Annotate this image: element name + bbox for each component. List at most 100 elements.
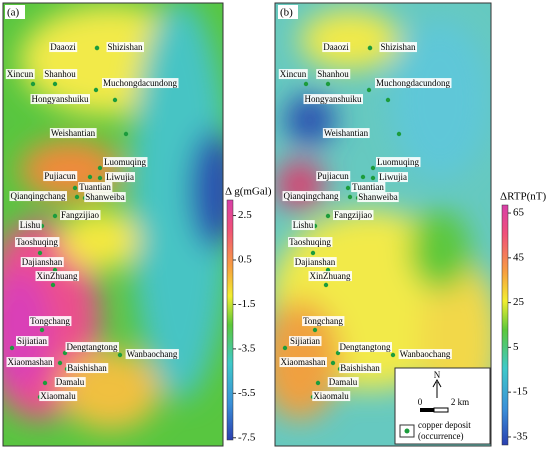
deposit-dot	[366, 87, 372, 93]
deposit-dot	[117, 352, 123, 358]
deposit-dot	[345, 185, 351, 191]
label-bg	[289, 336, 322, 347]
label-bg	[303, 94, 363, 105]
deposit-dot	[360, 174, 366, 180]
place-label: Hongyanshuiku	[32, 94, 89, 104]
deposit-dot	[323, 282, 329, 288]
label-bg	[39, 391, 78, 402]
deposit-dot	[390, 352, 396, 358]
deposit-dot	[370, 175, 376, 181]
label-bg	[20, 257, 64, 268]
place-label: Daaozi	[323, 42, 349, 52]
place-label: Shanweiba	[358, 192, 398, 202]
place-label: Hongyanshuiku	[305, 94, 362, 104]
place-label: Sijiatian	[290, 336, 320, 346]
place-label: Wanbaochang	[400, 349, 451, 359]
legend-box: N 0 2 km copper deposit (occurrence)	[394, 367, 491, 445]
colorbar-title: Δ g(mGal)	[225, 186, 272, 198]
label-bg	[378, 172, 408, 183]
colorbar-tick-label: 45	[513, 251, 525, 263]
colorbar-tick-label: -3.5	[238, 342, 256, 354]
deposit-dot	[37, 250, 43, 256]
deposit-dot	[74, 194, 80, 200]
label-bg	[333, 210, 374, 221]
place-label: Pujiacun	[317, 171, 349, 181]
place-label: Weishantian	[51, 128, 96, 138]
place-label: Fangzijiao	[334, 210, 372, 220]
label-bg	[278, 69, 308, 80]
place-label: Xiaomalu	[313, 391, 349, 401]
label-bg	[49, 128, 97, 139]
label-bg	[376, 157, 421, 168]
place-label: Baishishan	[340, 363, 380, 373]
label-bg	[18, 220, 42, 231]
deposit-dot	[385, 97, 391, 103]
place-label: XinZhuang	[37, 271, 78, 281]
label-bg	[302, 316, 345, 327]
place-label: Shanweiba	[85, 192, 125, 202]
label-bg	[308, 271, 352, 282]
place-label: Liwujia	[106, 172, 134, 182]
place-label: Xiaomalu	[40, 391, 76, 401]
deposit-dot	[97, 175, 103, 181]
deposit-dot	[52, 213, 58, 219]
label-bg	[49, 42, 78, 53]
deposit-dot	[72, 185, 78, 191]
deposit-dot	[9, 345, 15, 351]
place-label: XinZhuang	[310, 271, 351, 281]
map-frame	[2, 2, 224, 447]
place-label: Luomuqing	[104, 157, 146, 167]
label-bg	[293, 257, 337, 268]
colorbar-tick-label: -5.5	[238, 387, 256, 399]
place-label: Baishishan	[67, 363, 107, 373]
label-bg	[322, 128, 370, 139]
deposit-dot	[396, 131, 402, 137]
place-label: Lishu	[20, 220, 41, 230]
colorbar	[501, 204, 509, 446]
legend-label: copper deposit	[418, 420, 471, 430]
place-label: Liwujia	[379, 172, 407, 182]
panel-label-bg	[5, 5, 25, 19]
colorbar	[226, 199, 234, 441]
place-label: Qianqingchang	[11, 191, 66, 201]
deposit-dot	[303, 81, 309, 87]
label-bg	[103, 157, 148, 168]
deposit-dot	[347, 194, 353, 200]
deposit-dot	[312, 327, 318, 333]
colorbar-tick-label: -15	[513, 386, 528, 398]
deposit-dot	[310, 250, 316, 256]
label-bg	[60, 210, 101, 221]
place-label: Qianqingchang	[284, 191, 339, 201]
place-label: Taoshuqing	[289, 237, 331, 247]
label-bg	[78, 182, 113, 193]
label-bg	[54, 377, 86, 388]
place-label: Xincun	[7, 69, 34, 79]
legend-label: (occurrence)	[418, 431, 463, 441]
place-label: Dajianshan	[22, 257, 63, 267]
place-label: Damalu	[329, 377, 358, 387]
place-label: Fangzijiao	[61, 210, 99, 220]
place-label: Dengtangtong	[340, 342, 391, 352]
label-bg	[16, 336, 49, 347]
deposit-dot	[42, 380, 48, 386]
place-label: Pujiacun	[44, 171, 76, 181]
label-bg	[43, 171, 78, 182]
label-bg	[282, 191, 340, 202]
place-label: Shizishan	[108, 42, 143, 52]
place-label: Dengtangtong	[67, 342, 118, 352]
label-bg	[30, 94, 90, 105]
place-label: Xiaomashan	[8, 357, 53, 367]
place-label: Tuantian	[352, 182, 384, 192]
colorbar-tick-label: 65	[513, 207, 525, 219]
label-bg	[379, 42, 417, 53]
deposit-dot	[30, 81, 36, 87]
label-bg	[65, 342, 119, 353]
panel-label: (b)	[280, 7, 293, 19]
place-label: Shanhou	[317, 69, 349, 79]
place-label: Shanhou	[44, 69, 76, 79]
label-bg	[66, 363, 109, 374]
label-bg	[316, 69, 351, 80]
label-bg	[105, 172, 135, 183]
colorbar-tick-label: 2.5	[238, 209, 252, 221]
